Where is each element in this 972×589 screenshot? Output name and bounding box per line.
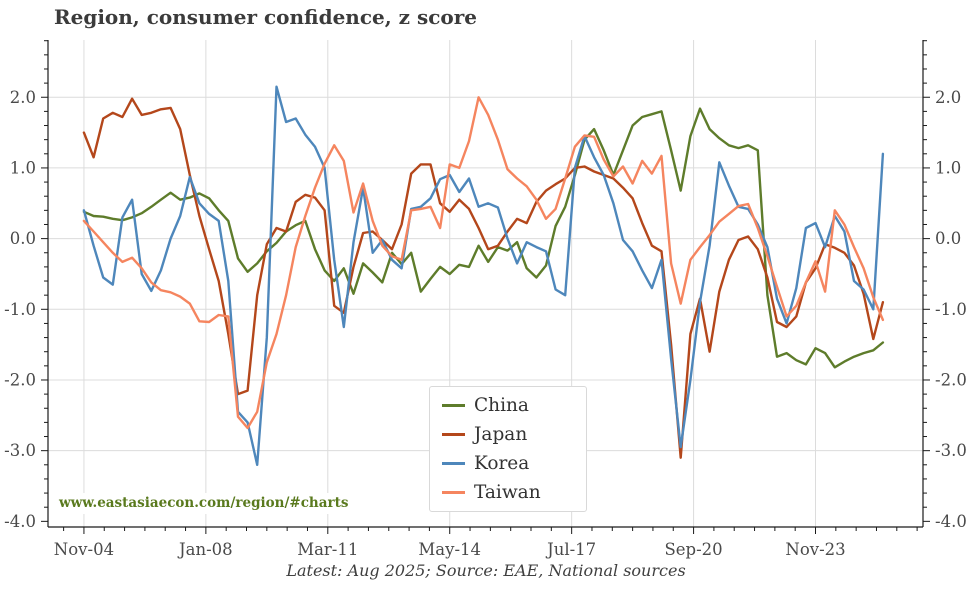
y-axis-label-left: -2.0 (4, 370, 36, 389)
source-caption: Latest: Aug 2025; Source: EAE, National … (286, 561, 686, 580)
y-axis-label-left: -4.0 (4, 512, 36, 531)
x-axis-label: Jul-17 (545, 540, 596, 559)
y-axis-label-right: 2.0 (935, 88, 961, 107)
x-axis-label: Nov-04 (54, 540, 114, 559)
y-axis-label-right: 0.0 (935, 229, 961, 248)
y-axis-label-left: -1.0 (4, 300, 36, 319)
series-line-korea (82, 85, 885, 466)
legend-label-taiwan: Taiwan (474, 482, 541, 503)
legend-label-china: China (474, 395, 529, 416)
legend-item-korea: Korea (442, 453, 586, 474)
y-axis-label-left: 1.0 (10, 158, 36, 177)
x-axis-label: Sep-20 (664, 540, 722, 559)
axis-spines (47, 40, 924, 528)
legend-item-china: China (442, 395, 586, 416)
y-axis-label-left: 0.0 (10, 229, 36, 248)
legend-label-korea: Korea (474, 453, 530, 474)
japan-line-swatch (442, 433, 465, 436)
taiwan-line-swatch (442, 491, 465, 494)
y-axis-label-right: 1.0 (935, 158, 961, 177)
x-axis-label: May-14 (418, 540, 481, 559)
x-axis-label: Mar-11 (297, 540, 358, 559)
y-axis-label-left: -3.0 (4, 441, 36, 460)
series-lines (82, 85, 885, 466)
korea-line-swatch (442, 462, 465, 465)
y-axis-label-left: 2.0 (10, 88, 36, 107)
axis-ticks (41, 40, 930, 534)
series-line-taiwan (82, 96, 885, 430)
watermark: www.eastasiaecon.com/region/#charts (52, 493, 356, 514)
y-axis-label-right: -4.0 (935, 512, 967, 531)
legend-item-japan: Japan (442, 424, 586, 445)
y-axis-label-right: -3.0 (935, 441, 967, 460)
axis-labels: Nov-04 Jan-08 Mar-11 May-14 Jul-17 Sep-20 Nov-… (4, 88, 967, 559)
legend-label-japan: Japan (474, 424, 528, 445)
series-line-japan (82, 97, 885, 459)
x-axis-label: Jan-08 (177, 540, 233, 559)
china-line-swatch (442, 404, 465, 407)
x-axis-label: Nov-23 (785, 540, 845, 559)
y-axis-label-right: -2.0 (935, 370, 967, 389)
y-axis-label-right: -1.0 (935, 300, 967, 319)
legend: China Japan Korea Taiwan (429, 386, 587, 512)
chart-title: Region, consumer confidence, z score (54, 5, 478, 29)
legend-item-taiwan: Taiwan (442, 482, 586, 503)
series-line-china (82, 107, 885, 369)
